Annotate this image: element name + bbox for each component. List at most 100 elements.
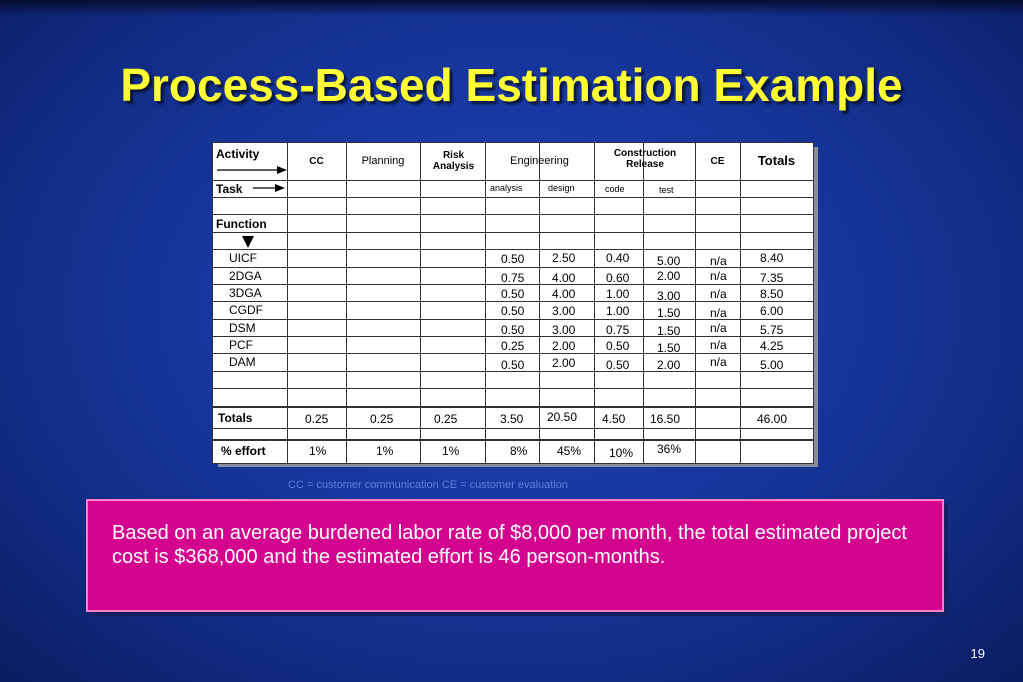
grid-row-line (213, 232, 813, 233)
cell-analysis: 0.50 (501, 252, 525, 266)
grid-row-line (213, 406, 813, 408)
header-ce: CE (710, 156, 725, 167)
cell-test: 1.50 (657, 306, 681, 320)
cell-ce: n/a (710, 306, 727, 320)
estimation-table: Activity CC Planning Risk Analysis Engin… (212, 142, 814, 464)
grid-row-line (213, 336, 813, 337)
grid-row-line (213, 301, 813, 302)
header-cc: CC (309, 156, 324, 167)
grid-col-line (287, 143, 288, 463)
grid-row-line (213, 439, 813, 441)
cell-test: 1.50 (657, 324, 681, 338)
cell-design: 2.00 (552, 356, 576, 370)
function-name: 3DGA (229, 286, 262, 300)
effort-test: 36% (657, 442, 682, 456)
grid-row-line (213, 284, 813, 285)
cell-total: 7.35 (760, 271, 784, 285)
cell-design: 3.00 (552, 304, 576, 318)
grid-col-line (539, 143, 540, 463)
cell-code: 0.50 (606, 339, 630, 353)
cell-ce: n/a (710, 254, 727, 268)
down-arrow-icon (242, 236, 254, 248)
cell-test: 3.00 (657, 289, 681, 303)
cell-code: 1.00 (606, 304, 630, 318)
page-number: 19 (970, 646, 985, 661)
grid-row-line (213, 371, 813, 372)
grid-col-line (485, 143, 486, 463)
cell-test: 5.00 (657, 254, 681, 268)
cell-design: 2.50 (552, 251, 576, 265)
effort-code: 10% (609, 446, 634, 460)
grid-row-line (213, 428, 813, 429)
cell-test: 1.50 (657, 341, 681, 355)
effort-planning: 1% (376, 444, 394, 458)
grid-row-line (213, 180, 813, 181)
grid-row-line (213, 388, 813, 389)
cell-code: 0.60 (606, 271, 630, 285)
cell-total: 5.00 (760, 358, 784, 372)
cell-ce: n/a (710, 269, 727, 283)
function-name: DAM (229, 355, 256, 369)
total-risk: 0.25 (434, 412, 458, 426)
grid-row-line (213, 249, 813, 250)
totals-label: Totals (218, 411, 253, 425)
header-risk-analysis: Risk Analysis (432, 150, 475, 172)
cell-code: 1.00 (606, 287, 630, 301)
cell-analysis: 0.50 (501, 358, 525, 372)
cell-total: 6.00 (760, 304, 784, 318)
activity-label: Activity (216, 147, 260, 161)
slide-title: Process-Based Estimation Example (120, 59, 903, 111)
function-name: CGDF (229, 303, 263, 317)
cell-code: 0.75 (606, 323, 630, 337)
header-engineering: Engineering (510, 155, 569, 167)
effort-design: 45% (557, 444, 582, 458)
total-planning: 0.25 (370, 412, 394, 426)
cell-test: 2.00 (657, 269, 681, 283)
total-analysis: 3.50 (500, 412, 524, 426)
cell-total: 4.25 (760, 339, 784, 353)
subheader-code: code (605, 184, 625, 194)
function-name: UICF (229, 251, 257, 265)
grid-col-line (740, 143, 741, 463)
header-planning: Planning (361, 155, 405, 167)
grid-col-line (420, 143, 421, 463)
cell-analysis: 0.50 (501, 323, 525, 337)
grid-col-line (594, 143, 595, 463)
cell-total: 5.75 (760, 323, 784, 337)
cell-total: 8.50 (760, 287, 784, 301)
cell-design: 3.00 (552, 323, 576, 337)
grid-col-line (643, 143, 644, 463)
total-design: 20.50 (547, 410, 578, 424)
summary-box: Based on an average burdened labor rate … (86, 499, 944, 612)
cell-analysis: 0.50 (501, 287, 525, 301)
right-arrow-icon (253, 184, 285, 192)
grid-col-line (695, 143, 696, 463)
cell-design: 2.00 (552, 339, 576, 353)
top-shadow-bar (0, 0, 1023, 16)
function-name: DSM (229, 321, 256, 335)
cell-total: 8.40 (760, 251, 784, 265)
cell-code: 0.50 (606, 358, 630, 372)
effort-cc: 1% (309, 444, 327, 458)
grand-total: 46.00 (757, 412, 788, 426)
header-totals: Totals (757, 153, 796, 168)
right-arrow-icon (217, 166, 287, 174)
grid-row-line (213, 353, 813, 354)
cell-analysis: 0.50 (501, 304, 525, 318)
total-test: 16.50 (650, 412, 681, 426)
summary-text: Based on an average burdened labor rate … (112, 522, 907, 568)
effort-analysis: 8% (510, 444, 528, 458)
header-construction-release: Construction Release (613, 148, 677, 170)
footnote: CC = customer communication CE = custome… (288, 479, 569, 491)
cell-analysis: 0.25 (501, 339, 525, 353)
cell-ce: n/a (710, 338, 727, 352)
cell-ce: n/a (710, 287, 727, 301)
grid-row-line (213, 319, 813, 320)
cell-ce: n/a (710, 355, 727, 369)
effort-label: % effort (221, 444, 266, 458)
cell-test: 2.00 (657, 358, 681, 372)
task-label: Task (216, 182, 243, 196)
effort-risk: 1% (442, 444, 460, 458)
cell-code: 0.40 (606, 251, 630, 265)
grid-row-line (213, 214, 813, 215)
